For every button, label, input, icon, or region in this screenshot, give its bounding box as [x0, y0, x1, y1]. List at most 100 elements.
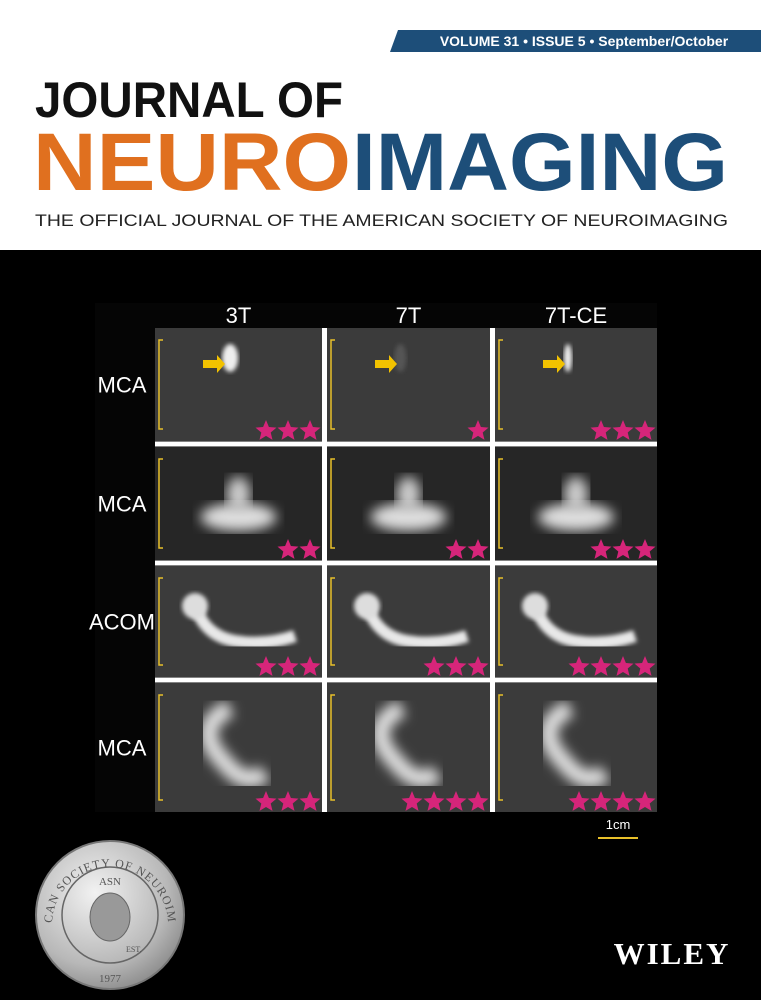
rating-stars — [423, 656, 489, 676]
star — [590, 656, 612, 676]
row-label: MCA — [98, 736, 147, 761]
row-label: ACOM — [89, 610, 155, 635]
vessel — [361, 603, 469, 649]
seal-year: 1977 — [99, 973, 122, 985]
star — [445, 791, 467, 811]
bracket — [498, 694, 503, 801]
vessel — [371, 699, 443, 788]
rating-stars — [255, 656, 321, 676]
mri-panel — [155, 566, 322, 677]
star — [277, 539, 299, 559]
row-label: MCA — [98, 373, 147, 398]
vessel — [564, 476, 588, 513]
bracket — [158, 458, 163, 549]
seal-center: ASN — [99, 876, 121, 888]
star — [299, 656, 321, 676]
panel-bg — [155, 566, 322, 677]
mri-panel — [495, 683, 657, 812]
scale-label: 1cm — [606, 817, 631, 832]
banner-bg — [390, 30, 761, 52]
rating-stars — [590, 539, 656, 559]
rating-stars — [401, 791, 489, 811]
star — [590, 791, 612, 811]
vessel — [370, 503, 447, 532]
bracket — [158, 694, 163, 801]
title-part2: IMAGING — [352, 117, 728, 208]
star — [634, 539, 656, 559]
rating-stars — [568, 791, 656, 811]
vessel — [539, 699, 611, 788]
vessel — [182, 593, 208, 619]
star — [255, 656, 277, 676]
star — [590, 539, 612, 559]
star — [568, 791, 590, 811]
vessel — [199, 699, 271, 788]
vessel — [563, 344, 572, 372]
panel-bg — [495, 683, 657, 812]
star — [277, 420, 299, 440]
star — [277, 656, 299, 676]
panel-bg — [155, 683, 322, 812]
mri-panel — [495, 566, 657, 677]
star — [634, 420, 656, 440]
panel-bg — [155, 328, 322, 441]
bracket — [158, 577, 163, 666]
star — [467, 656, 489, 676]
bracket — [498, 458, 503, 549]
bracket — [330, 339, 335, 430]
star — [634, 791, 656, 811]
mri-panel — [327, 566, 490, 677]
vessel — [200, 503, 277, 532]
vessel — [394, 344, 407, 372]
rating-stars — [445, 539, 489, 559]
star — [299, 539, 321, 559]
star — [467, 791, 489, 811]
subtitle: THE OFFICIAL JOURNAL OF THE AMERICAN SOC… — [35, 211, 728, 230]
star — [277, 791, 299, 811]
star — [299, 791, 321, 811]
rating-stars — [590, 420, 656, 440]
column-header: 7T-CE — [545, 303, 607, 328]
panel-bg — [495, 566, 657, 677]
vessel — [226, 476, 251, 513]
vessel — [396, 476, 421, 513]
star — [299, 420, 321, 440]
banner: VOLUME 31 • ISSUE 5 • September/October — [440, 33, 729, 49]
vessel — [354, 593, 380, 619]
mri-panel — [327, 447, 490, 560]
vessel — [529, 603, 637, 649]
panel-bg — [495, 328, 657, 441]
star — [568, 656, 590, 676]
star — [445, 539, 467, 559]
mri-panel — [155, 328, 322, 441]
mri-panel — [155, 447, 322, 560]
star — [423, 791, 445, 811]
star — [255, 791, 277, 811]
arrow — [543, 355, 565, 373]
vessel — [222, 344, 239, 372]
bracket — [330, 694, 335, 801]
seal-inner — [61, 866, 159, 964]
mri-panel — [495, 447, 657, 560]
row-label: MCA — [98, 492, 147, 517]
rating-stars — [277, 539, 321, 559]
star — [612, 539, 634, 559]
rating-stars — [467, 420, 489, 440]
panel-bg — [327, 566, 490, 677]
figure: 3T 7T 7T-CE MCA MCA ACOM MCA — [89, 303, 657, 812]
mri-panel — [155, 683, 322, 812]
title-line1: JOURNAL OF — [35, 72, 343, 128]
star — [634, 656, 656, 676]
mri-panel — [327, 683, 490, 812]
bracket — [498, 577, 503, 666]
publisher: WILEY — [614, 936, 731, 971]
bracket — [330, 577, 335, 666]
star — [255, 420, 277, 440]
star — [590, 420, 612, 440]
panel-bg — [327, 683, 490, 812]
title-part1: NEURO — [33, 117, 351, 208]
mri-panel — [495, 328, 657, 441]
column-header: 3T — [226, 303, 252, 328]
bracket — [330, 458, 335, 549]
